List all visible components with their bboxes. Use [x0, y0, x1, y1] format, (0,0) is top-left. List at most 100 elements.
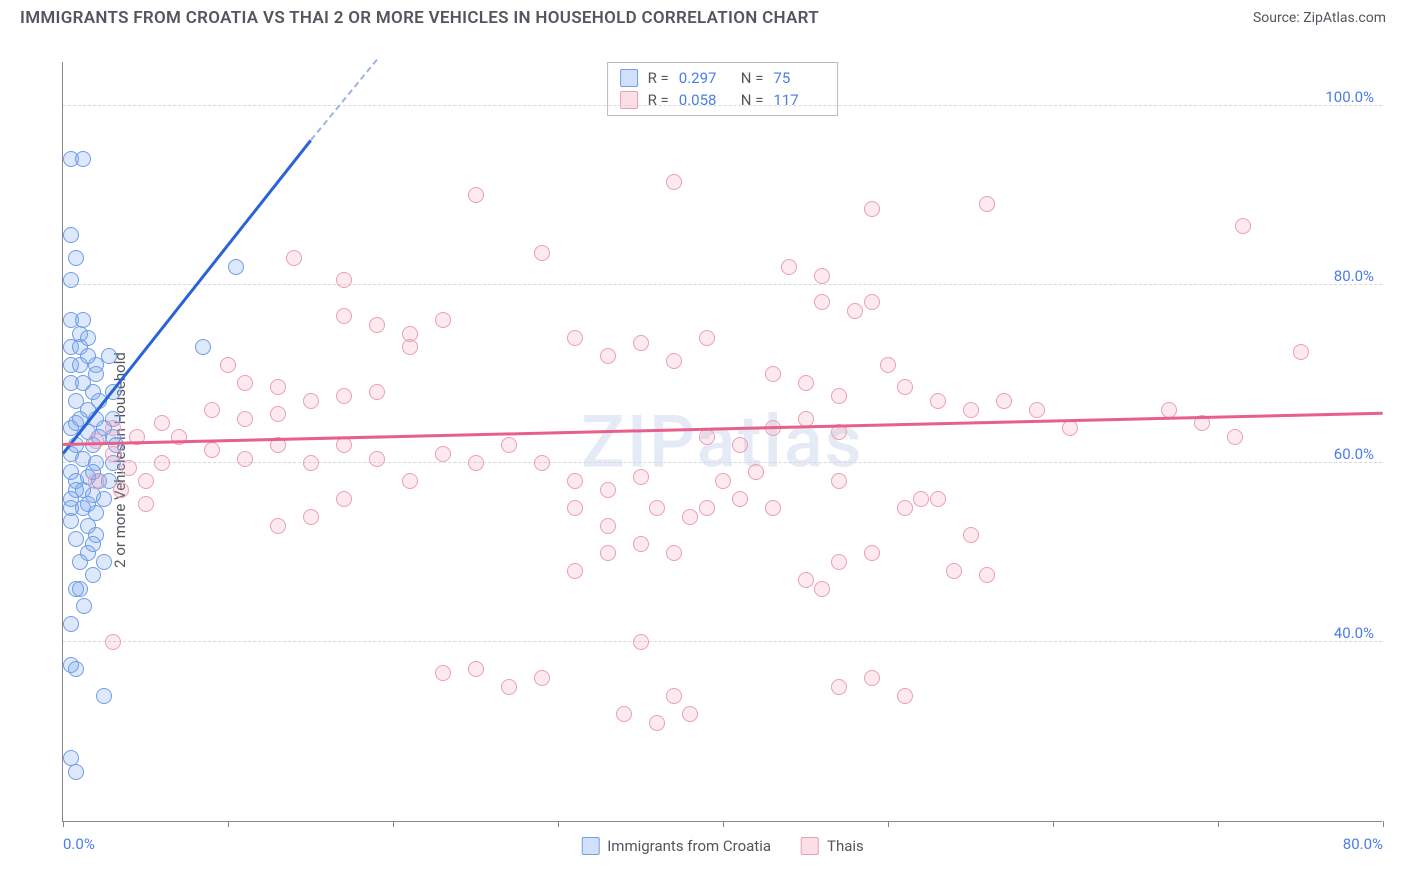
gridline-h — [63, 105, 1382, 106]
data-point-thai — [946, 563, 962, 579]
x-tick-label: 80.0% — [1343, 835, 1383, 853]
data-point-thai — [897, 379, 913, 395]
data-point-thai — [831, 388, 847, 404]
data-point-thai — [336, 388, 352, 404]
x-tick — [1383, 821, 1384, 827]
data-point-croatia — [101, 348, 117, 364]
data-point-thai — [534, 245, 550, 261]
data-point-thai — [369, 451, 385, 467]
legend-swatch-thai — [801, 837, 819, 855]
data-point-croatia — [80, 496, 96, 512]
data-point-thai — [880, 357, 896, 373]
x-tick — [63, 821, 64, 827]
data-point-thai — [435, 446, 451, 462]
legend-bottom: Immigrants from Croatia Thais — [581, 837, 864, 855]
data-point-thai — [1227, 429, 1243, 445]
data-point-croatia — [96, 554, 112, 570]
source-label: Source: ZipAtlas.com — [1253, 10, 1386, 26]
data-point-thai — [270, 379, 286, 395]
data-point-thai — [682, 509, 698, 525]
data-point-thai — [897, 688, 913, 704]
data-point-thai — [633, 536, 649, 552]
data-point-thai — [1062, 420, 1078, 436]
data-point-thai — [567, 330, 583, 346]
data-point-thai — [699, 500, 715, 516]
x-tick — [1053, 821, 1054, 827]
data-point-croatia — [63, 500, 79, 516]
data-point-thai — [138, 473, 154, 489]
data-point-croatia — [85, 536, 101, 552]
data-point-thai — [138, 496, 154, 512]
data-point-thai — [963, 527, 979, 543]
data-point-thai — [979, 196, 995, 212]
data-point-thai — [699, 330, 715, 346]
data-point-thai — [204, 402, 220, 418]
data-point-thai — [666, 688, 682, 704]
data-point-thai — [270, 518, 286, 534]
data-point-thai — [798, 375, 814, 391]
data-point-thai — [715, 473, 731, 489]
trendline-croatia-dash — [310, 59, 378, 141]
data-point-thai — [1293, 344, 1309, 360]
data-point-thai — [699, 429, 715, 445]
data-point-thai — [600, 348, 616, 364]
x-tick — [888, 821, 889, 827]
data-point-thai — [336, 437, 352, 453]
data-point-thai — [930, 393, 946, 409]
stats-legend: R = 0.297 N = 75 R = 0.058 N = 117 — [607, 62, 839, 116]
legend-swatch-croatia — [581, 837, 599, 855]
data-point-thai — [1029, 402, 1045, 418]
data-point-thai — [864, 201, 880, 217]
data-point-thai — [336, 308, 352, 324]
data-point-thai — [732, 437, 748, 453]
data-point-croatia — [85, 567, 101, 583]
data-point-thai — [204, 442, 220, 458]
stats-row-thai: R = 0.058 N = 117 — [620, 89, 826, 111]
data-point-thai — [435, 665, 451, 681]
data-point-thai — [237, 411, 253, 427]
data-point-thai — [567, 473, 583, 489]
gridline-h — [63, 641, 1382, 642]
data-point-croatia — [68, 531, 84, 547]
data-point-thai — [600, 482, 616, 498]
data-point-thai — [831, 679, 847, 695]
data-point-thai — [682, 706, 698, 722]
swatch-thai — [620, 91, 638, 109]
data-point-thai — [402, 339, 418, 355]
x-tick — [393, 821, 394, 827]
data-point-thai — [105, 446, 121, 462]
x-tick — [1218, 821, 1219, 827]
data-point-croatia — [76, 598, 92, 614]
data-point-thai — [831, 554, 847, 570]
stats-row-croatia: R = 0.297 N = 75 — [620, 67, 826, 89]
data-point-thai — [501, 679, 517, 695]
data-point-thai — [814, 294, 830, 310]
data-point-thai — [402, 473, 418, 489]
data-point-thai — [748, 464, 764, 480]
data-point-thai — [534, 455, 550, 471]
chart-container: 2 or more Vehicles in Household ZIPatlas… — [20, 40, 1394, 880]
data-point-thai — [154, 455, 170, 471]
data-point-thai — [732, 491, 748, 507]
legend-item-thai: Thais — [801, 837, 864, 855]
data-point-thai — [1235, 218, 1251, 234]
data-point-thai — [666, 353, 682, 369]
data-point-croatia — [68, 764, 84, 780]
data-point-croatia — [96, 491, 112, 507]
data-point-thai — [336, 272, 352, 288]
y-tick-label: 40.0% — [1334, 624, 1374, 642]
data-point-croatia — [63, 357, 79, 373]
data-point-croatia — [195, 339, 211, 355]
data-point-thai — [666, 545, 682, 561]
data-point-thai — [88, 433, 104, 449]
data-point-thai — [765, 500, 781, 516]
data-point-thai — [963, 402, 979, 418]
data-point-thai — [814, 268, 830, 284]
data-point-thai — [105, 634, 121, 650]
gridline-h — [63, 284, 1382, 285]
y-tick-label: 80.0% — [1334, 267, 1374, 285]
data-point-thai — [534, 670, 550, 686]
data-point-thai — [814, 581, 830, 597]
watermark: ZIPatlas — [581, 399, 863, 484]
data-point-thai — [649, 715, 665, 731]
